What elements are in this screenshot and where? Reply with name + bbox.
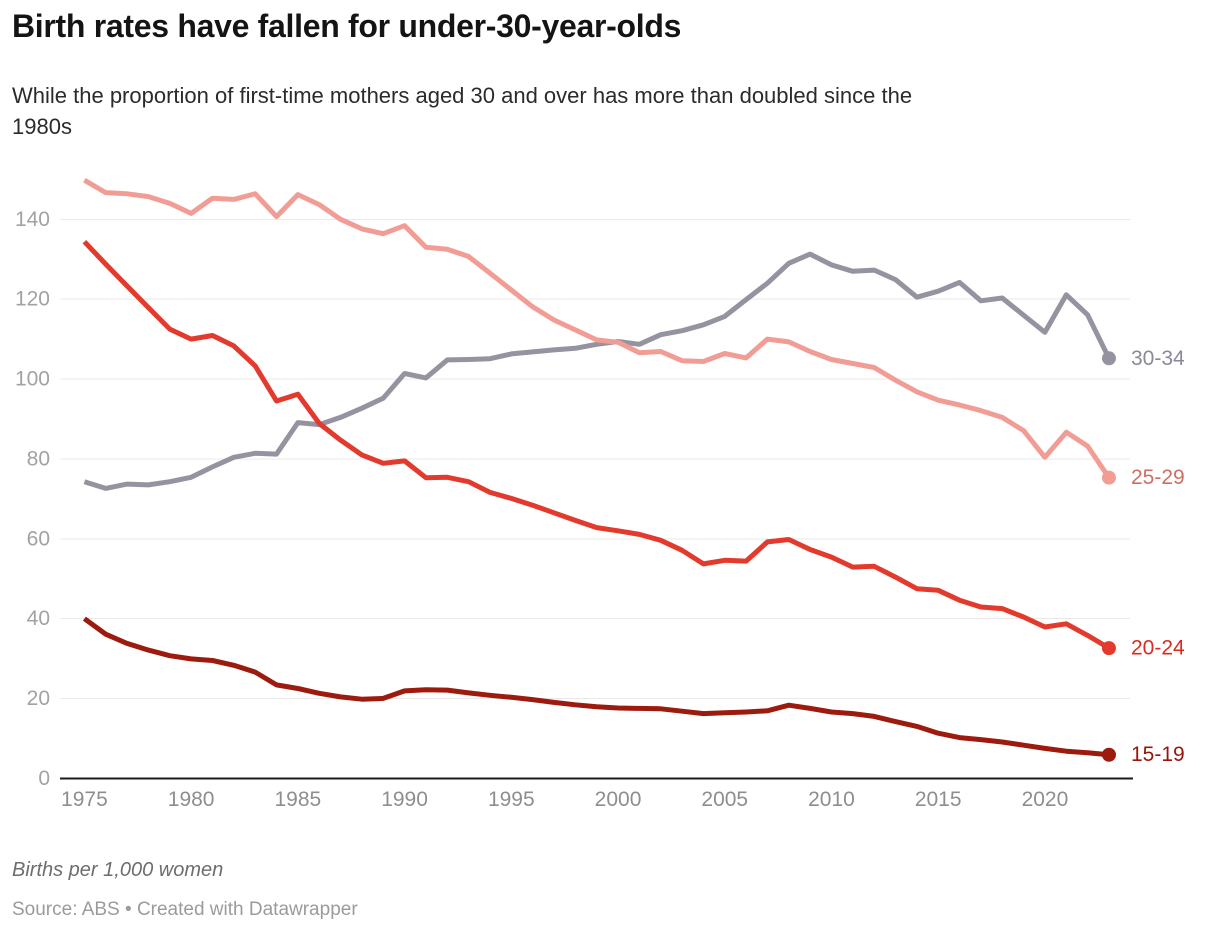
series-line-25-29 <box>83 178 1112 480</box>
x-tick-label: 1980 <box>168 788 215 811</box>
y-tick-label: 40 <box>27 607 50 630</box>
y-axis-unit-note: Births per 1,000 women <box>12 859 224 881</box>
series-end-dot-25-29 <box>1101 470 1116 485</box>
series-end-dot-20-24 <box>1101 641 1116 656</box>
series-end-dot-15-19 <box>1101 747 1116 762</box>
x-tick-label: 1990 <box>381 788 428 811</box>
series-label-20-24: 20-24 <box>1131 637 1185 660</box>
y-tick-label: 60 <box>27 527 50 550</box>
x-tick-label: 2010 <box>808 788 855 811</box>
x-tick-label: 2015 <box>915 788 962 811</box>
x-tick-label: 1975 <box>61 788 108 811</box>
series-label-25-29: 25-29 <box>1131 466 1185 489</box>
source-attribution: Source: ABS • Created with Datawrapper <box>12 899 358 920</box>
series-line-30-34 <box>83 251 1112 491</box>
y-tick-label: 20 <box>27 687 50 710</box>
y-tick-label: 0 <box>38 767 50 790</box>
line-chart: 0 20 40 60 80 100 120 140 1975 1980 1985 1990 1995 20… <box>15 178 1185 811</box>
chart-subtitle: While the proportion of first-time mothe… <box>12 80 912 142</box>
series-label-15-19: 15-19 <box>1131 743 1185 766</box>
page-title: Birth rates have fallen for under-30-yea… <box>12 8 682 44</box>
series-label-30-34: 30-34 <box>1131 347 1185 370</box>
series-line-20-24 <box>82 239 1111 651</box>
series-line-15-19 <box>82 616 1110 758</box>
y-tick-label: 100 <box>15 368 50 391</box>
chart-subtitle-line1: While the proportion of first-time mothe… <box>12 83 913 108</box>
x-tick-label: 2005 <box>701 788 748 811</box>
y-tick-label: 120 <box>15 288 50 311</box>
y-tick-label: 80 <box>27 447 50 470</box>
x-tick-label: 2000 <box>595 788 642 811</box>
x-tick-label: 2020 <box>1022 788 1069 811</box>
x-tick-label: 1985 <box>274 788 321 811</box>
x-tick-label: 1995 <box>488 788 535 811</box>
y-tick-label: 140 <box>15 208 50 231</box>
series-end-dot-30-34 <box>1101 351 1116 366</box>
chart-subtitle-line2: 1980s <box>12 114 72 139</box>
